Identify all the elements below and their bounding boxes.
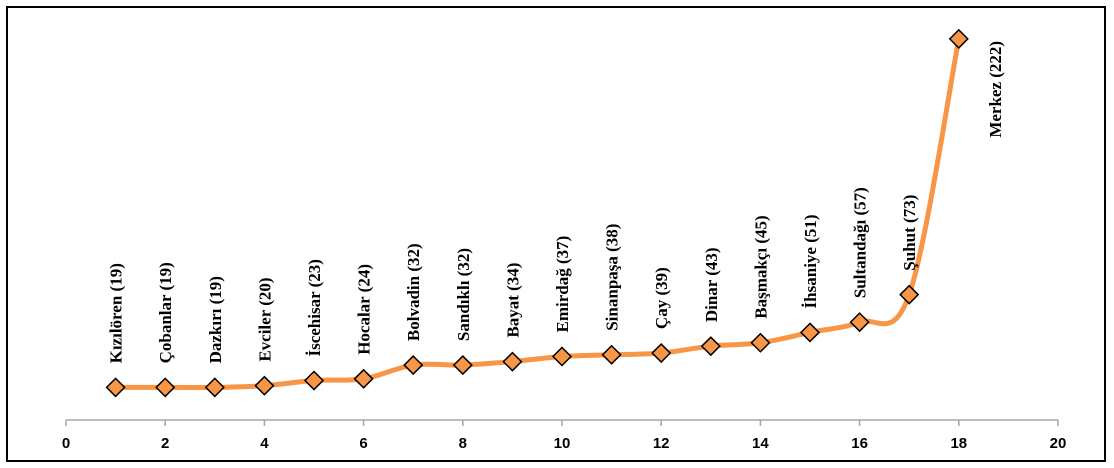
data-marker [849,312,870,333]
data-marker [651,342,672,364]
x-tick-label: 18 [950,435,967,452]
data-label: Bolvadin (32) [404,243,423,341]
data-label: Sinanpaşa (38) [603,224,622,331]
x-tick-label: 0 [62,435,70,452]
data-label: Sandıklı (32) [454,248,473,341]
x-tick-label: 6 [359,435,367,452]
x-tick-label: 20 [1050,435,1067,452]
data-marker [799,322,821,343]
data-label: Sultandağı (57) [851,187,870,298]
data-markers [105,28,969,398]
data-marker [601,344,622,365]
data-label: İhsaniye (51) [801,214,820,308]
data-label: Hocalar (24) [355,264,374,355]
x-tick-label: 10 [554,435,571,452]
data-label: Emirdağ (37) [553,236,572,333]
x-axis-tick-labels: 0 2 4 6 8 10 12 14 16 18 20 [62,435,1067,452]
data-marker [948,28,969,49]
data-label: Kızılören (19) [107,263,126,363]
x-tick-label: 8 [459,435,467,452]
x-axis-ticks [65,420,1059,426]
data-marker [403,355,424,376]
x-tick-label: 12 [653,435,670,452]
data-labels: Kızılören (19) Çobanlar (19) Dazkırı (19) E… [107,41,1005,363]
x-tick-label: 4 [260,435,269,452]
data-label: Başmakçı (45) [751,215,770,318]
data-marker [155,377,176,398]
data-label: İscehisar (23) [305,259,324,356]
data-marker [254,375,275,396]
x-tick-label: 2 [161,435,169,452]
data-marker [502,351,523,372]
data-marker [750,332,771,353]
data-label: Çay (39) [652,267,671,329]
data-marker [204,377,225,398]
data-marker [899,284,920,305]
data-marker [700,336,721,357]
data-label: Merkez (222) [986,41,1005,138]
x-tick-label: 14 [752,435,769,452]
data-label: Dazkırı (19) [206,276,225,363]
data-marker [452,355,473,376]
data-label: Şuhut (73) [900,195,919,271]
data-label: Bayat (34) [503,263,522,338]
x-tick-label: 16 [851,435,868,452]
data-label: Dinar (43) [702,247,721,322]
data-marker [303,370,325,391]
data-label: Evciler (20) [255,277,274,361]
data-marker [105,377,126,398]
data-marker [551,346,573,367]
data-marker [353,368,374,389]
data-label: Çobanlar (19) [156,262,175,363]
series-line [115,38,962,391]
